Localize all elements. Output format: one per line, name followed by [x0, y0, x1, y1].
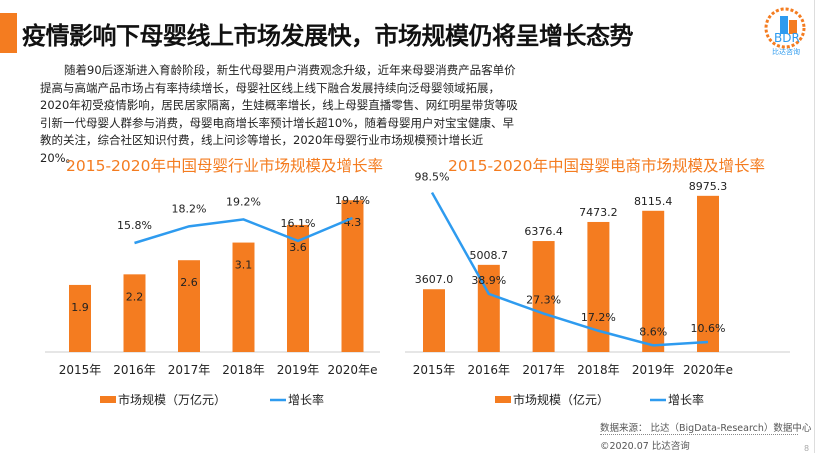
line-value-label: 38.9%: [471, 274, 506, 287]
intro-paragraph: 随着90后逐渐进入育龄阶段，新生代母婴用户消费观念升级，近年来母婴消费产品客单价…: [40, 63, 518, 165]
bar-value-label: 3607.0: [415, 273, 454, 286]
x-tick-label: 2018年: [577, 363, 620, 377]
bar-value-label: 8975.3: [689, 180, 728, 193]
bar-value-label: 3.1: [235, 259, 253, 272]
bar-value-label: 8115.4: [634, 195, 673, 208]
bar: [587, 221, 610, 352]
divider: [600, 434, 798, 435]
bar: [642, 210, 665, 352]
bar: [341, 200, 364, 352]
svg-text:BDR: BDR: [774, 31, 800, 45]
bar: [69, 284, 91, 352]
line-value-label: 17.2%: [581, 311, 616, 324]
bar: [423, 289, 445, 352]
x-tick-label: 2017年: [522, 363, 565, 377]
growth-line: [134, 216, 353, 245]
x-tick-label: 2020年e: [683, 363, 733, 377]
copyright: ©2020.07 比达咨询: [600, 441, 690, 452]
x-tick-label: 2019年: [632, 363, 675, 377]
bar-value-label: 2.6: [180, 276, 198, 289]
bar: [287, 224, 309, 352]
line-value-label: 10.6%: [691, 322, 726, 335]
line-value-label: 19.2%: [226, 195, 261, 208]
bar-value-label: 5008.7: [470, 249, 509, 262]
bar-value-label: 3.6: [289, 241, 307, 254]
legend-bar-swatch: [495, 396, 511, 403]
x-tick-label: 2016年: [113, 363, 156, 377]
x-tick-label: 2015年: [413, 363, 456, 377]
line-value-label: 18.2%: [172, 202, 207, 215]
bar-value-label: 7473.2: [579, 206, 618, 219]
title-accent-bar: [0, 13, 17, 53]
line-value-label: 98.5%: [415, 171, 450, 184]
bar-value-label: 1.9: [71, 301, 89, 314]
legend-line-label: 增长率: [288, 392, 324, 407]
bar: [232, 242, 255, 352]
line-value-label: 15.8%: [117, 219, 152, 232]
line-value-label: 27.3%: [526, 294, 561, 307]
legend-line-label: 增长率: [668, 392, 704, 407]
growth-line: [430, 191, 709, 347]
bar-value-label: 2.2: [126, 290, 144, 303]
legend-bar-label: 市场规模（亿元）: [513, 392, 609, 407]
x-tick-label: 2017年: [168, 363, 211, 377]
bar: [178, 260, 200, 352]
legend-bar-swatch: [100, 396, 116, 403]
line-value-label: 8.6%: [639, 325, 667, 338]
x-tick-label: 2015年: [59, 363, 102, 377]
page-number: 8: [804, 444, 810, 453]
bar-value-label: 6376.4: [524, 225, 563, 238]
line-value-label: 19.4%: [335, 194, 370, 207]
chart1-title: 2015-2020年中国母婴行业市场规模及增长率: [66, 157, 383, 175]
line-value-label: 16.1%: [281, 217, 316, 230]
svg-text:比达咨询: 比达咨询: [772, 47, 800, 56]
bar: [123, 274, 146, 352]
bar: [477, 264, 500, 352]
bar: [532, 241, 555, 352]
page-title: 疫情影响下母婴线上市场发展快，市场规模仍将呈增长态势: [22, 22, 634, 50]
chart2-title: 2015-2020年中国母婴电商市场规模及增长率: [448, 157, 765, 175]
x-tick-label: 2018年: [222, 363, 265, 377]
data-source: 数据来源： 比达（BigData-Research）数据中心: [600, 423, 812, 434]
bdr-logo: BDR 比达咨询: [764, 7, 806, 56]
x-tick-label: 2016年: [468, 363, 511, 377]
bar: [697, 195, 719, 352]
legend-bar-label: 市场规模（万亿元）: [118, 392, 226, 407]
x-tick-label: 2019年: [277, 363, 320, 377]
x-tick-label: 2020年e: [328, 363, 378, 377]
